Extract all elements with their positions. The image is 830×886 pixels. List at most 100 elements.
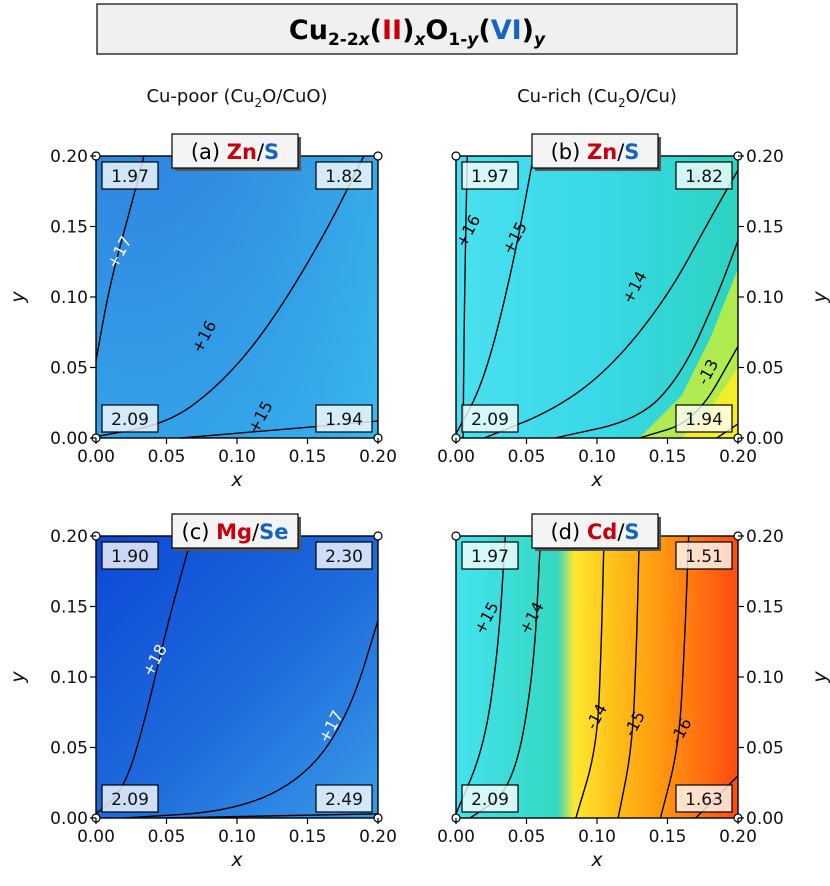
panel-b: +16 +15+14-131.97 1.822.09 1.94(b) Zn/S0.00… (437, 133, 830, 491)
corner-value-top-left-box (101, 541, 159, 570)
corner-marker (373, 531, 383, 541)
heatmap-field (456, 536, 738, 818)
x-axis-label: x (590, 849, 603, 871)
corner-value-top-right-box (675, 541, 733, 570)
x-tick-label: 0.20 (719, 447, 757, 467)
corner-value-bottom-left-box (101, 784, 159, 813)
contour-line-2 (483, 169, 739, 439)
y-tick-label: 0.00 (746, 429, 784, 449)
y-tick-label: 0.10 (50, 668, 88, 688)
y-tick-label: 0.05 (746, 739, 784, 759)
corner-value-bottom-right: 1.63 (685, 790, 723, 810)
x-tick-label: 0.15 (649, 447, 687, 467)
x-tick-label: 0.00 (77, 827, 115, 847)
contour-line-3 (554, 240, 739, 439)
panel-c: +18+171.90 2.302.09 2.49(c) Mg/Se0.00 0.05 0… (7, 513, 397, 871)
corner-value-bottom-left: 2.09 (471, 790, 509, 810)
x-tick-label: 0.20 (719, 827, 757, 847)
y-tick-label: 0.20 (746, 147, 784, 167)
corner-value-top-left: 1.97 (111, 167, 149, 187)
corner-value-bottom-right: 2.49 (325, 790, 363, 810)
y-tick-label: 0.20 (746, 527, 784, 547)
x-tick-label: 0.00 (437, 827, 475, 847)
panel-label: (c) Mg/Se (182, 520, 289, 544)
column-header-right: Cu-rich (Cu2O/Cu) (517, 86, 677, 110)
contour-line-4 (639, 346, 739, 439)
x-tick-label: 0.15 (289, 447, 327, 467)
y-tick-label: 0.15 (746, 218, 784, 238)
title-box (96, 3, 738, 55)
corner-value-top-right: 1.51 (685, 547, 723, 567)
corner-value-bottom-left-box (101, 404, 159, 433)
x-tick-label: 0.05 (508, 447, 546, 467)
corner-value-bottom-right-box (675, 784, 733, 813)
x-tick-label: 0.10 (218, 447, 256, 467)
corner-value-bottom-right-box (675, 404, 733, 433)
x-tick-label: 0.20 (359, 447, 397, 467)
heatmap-field (96, 536, 378, 818)
y-tick-label: 0.05 (50, 739, 88, 759)
contour-line-2 (575, 535, 605, 819)
y-tick-label: 0.00 (50, 809, 88, 829)
y-axis-label: y (809, 671, 830, 684)
panel-label-box (531, 513, 659, 549)
x-axis-label: x (230, 849, 243, 871)
y-tick-label: 0.15 (50, 218, 88, 238)
contour-line-4 (659, 535, 690, 819)
corner-value-bottom-right-box (315, 784, 373, 813)
x-tick-label: 0.00 (77, 447, 115, 467)
corner-value-bottom-left: 2.09 (111, 790, 149, 810)
y-axis-label: y (809, 291, 830, 304)
y-tick-label: 0.00 (746, 809, 784, 829)
panel-label-box (171, 513, 299, 549)
x-axis-label: x (230, 469, 243, 491)
contour-line-0 (95, 155, 145, 361)
x-tick-label: 0.00 (437, 447, 475, 467)
corner-value-bottom-right-box (315, 404, 373, 433)
column-header-left: Cu-poor (Cu2O/CuO) (146, 86, 327, 110)
corner-value-top-right-box (315, 541, 373, 570)
x-tick-label: 0.05 (148, 827, 186, 847)
panel-d: +15 +14-14 -15 -161.97 1.512.09 1.63(d) Cd/S0… (437, 513, 830, 871)
corner-value-top-right-box (675, 161, 733, 190)
x-axis-label: x (590, 469, 603, 491)
x-tick-label: 0.10 (578, 827, 616, 847)
heatmap-region-high (639, 268, 738, 438)
corner-value-top-right: 1.82 (325, 167, 363, 187)
x-tick-label: 0.20 (359, 827, 397, 847)
corner-value-top-left: 1.97 (471, 167, 509, 187)
y-tick-label: 0.05 (50, 359, 88, 379)
corner-value-bottom-right: 1.94 (685, 410, 723, 430)
corner-marker (373, 151, 383, 161)
corner-value-bottom-left: 2.09 (111, 410, 149, 430)
y-tick-label: 0.15 (746, 598, 784, 618)
x-tick-label: 0.15 (649, 827, 687, 847)
y-tick-label: 0.20 (50, 147, 88, 167)
y-tick-label: 0.10 (746, 668, 784, 688)
y-axis-label: y (7, 291, 29, 304)
y-tick-label: 0.15 (50, 598, 88, 618)
corner-marker (451, 151, 461, 161)
corner-value-bottom-right: 1.94 (325, 410, 363, 430)
corner-value-top-left: 1.97 (471, 547, 509, 567)
y-tick-label: 0.20 (50, 527, 88, 547)
panel-label-box (171, 133, 299, 169)
heatmap-overlay (96, 156, 378, 438)
figure-title: Cu2-2x(II)xO1-y(VI)y (289, 15, 546, 50)
corner-value-top-left-box (101, 161, 159, 190)
panel-label: (b) Zn/S (551, 140, 640, 164)
y-axis-label: y (7, 671, 29, 684)
contour-line-3 (617, 535, 640, 819)
corner-value-bottom-left-box (461, 784, 519, 813)
y-tick-label: 0.05 (746, 359, 784, 379)
x-tick-label: 0.15 (289, 827, 327, 847)
corner-value-top-right: 2.30 (325, 547, 363, 567)
corner-value-top-left-box (461, 161, 519, 190)
x-tick-label: 0.10 (218, 827, 256, 847)
x-tick-label: 0.05 (148, 447, 186, 467)
panel-a: +17+16+151.97 1.822.09 1.94(a) Zn/S0.00 0.0… (7, 133, 397, 491)
y-tick-label: 0.10 (50, 288, 88, 308)
corner-value-top-left: 1.90 (111, 547, 149, 567)
corner-value-bottom-left: 2.09 (471, 410, 509, 430)
